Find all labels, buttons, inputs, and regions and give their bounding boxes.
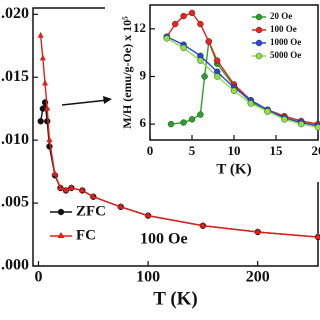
y-tick-label: .015 (1, 68, 29, 85)
marker (180, 119, 187, 126)
y-tick-label: 12 (133, 20, 146, 35)
y-tick-label: .005 (1, 194, 29, 211)
marker (201, 73, 208, 80)
arrow (61, 99, 109, 106)
marker (230, 87, 238, 94)
y-tick-label: 9 (140, 67, 147, 82)
legend-label: 100 Oe (270, 24, 297, 34)
marker (213, 57, 221, 64)
marker (264, 108, 271, 115)
marker (205, 38, 213, 45)
marker (39, 54, 46, 61)
marker (68, 183, 75, 190)
x-tick-label: 200 (246, 269, 270, 286)
legend-label: 5000 Oe (270, 50, 301, 60)
marker (188, 116, 196, 123)
marker (213, 73, 221, 80)
marker (44, 118, 51, 125)
marker (298, 120, 305, 128)
marker (254, 228, 261, 235)
marker (51, 170, 58, 177)
marker (62, 186, 69, 193)
arrow-head (103, 96, 112, 104)
legend-label: 1000 Oe (270, 37, 301, 47)
series (163, 35, 320, 131)
marker (90, 192, 97, 199)
legend-label: FC (76, 227, 96, 243)
marker (197, 57, 204, 64)
x-tick-label: 10 (228, 143, 241, 158)
x-tick-label: 0 (147, 143, 154, 158)
legend-marker (255, 39, 263, 47)
x-tick-label: 20 (312, 143, 320, 158)
x-axis-label: T (K) (216, 161, 251, 177)
marker (37, 118, 44, 125)
series-line (39, 35, 319, 238)
series-line (166, 37, 319, 128)
marker (199, 221, 206, 228)
marker (79, 186, 86, 193)
marker (197, 20, 204, 28)
x-tick-label: 15 (270, 143, 284, 158)
series-line (166, 36, 319, 127)
series (37, 31, 320, 240)
marker (46, 136, 53, 143)
marker (42, 79, 49, 86)
marker (180, 12, 187, 20)
x-tick-label: 5 (189, 143, 196, 158)
marker (117, 202, 124, 209)
marker (37, 31, 44, 38)
marker (314, 124, 320, 131)
marker (145, 211, 152, 218)
legend-label: 20 Oe (270, 11, 292, 21)
y-axis-label: M/H (emu/g-Oe) x 10⁵ (120, 16, 134, 129)
legend-marker (255, 13, 263, 21)
marker (188, 9, 196, 17)
y-tick-label: .000 (1, 257, 29, 274)
marker (281, 116, 288, 123)
marker (180, 44, 187, 52)
marker (247, 100, 255, 107)
legend-marker (57, 232, 65, 238)
legend-label: ZFC (76, 203, 106, 219)
marker (315, 233, 320, 240)
y-tick-label: 6 (140, 115, 147, 130)
y-tick-label: .010 (1, 131, 29, 148)
annotation: 100 Oe (140, 231, 188, 248)
y-tick-label: .020 (1, 5, 29, 22)
marker (44, 104, 51, 111)
x-axis-label: T (K) (153, 288, 198, 309)
marker (57, 183, 64, 190)
legend-marker (255, 26, 263, 34)
marker (171, 20, 179, 28)
legend-marker (255, 52, 263, 60)
marker (167, 120, 175, 128)
legend-marker (57, 208, 65, 216)
x-tick-label: 100 (136, 269, 160, 286)
marker (39, 105, 47, 112)
marker (163, 35, 171, 42)
inset-background (105, 0, 320, 182)
marker (197, 111, 204, 118)
x-tick-label: 0 (34, 269, 42, 286)
